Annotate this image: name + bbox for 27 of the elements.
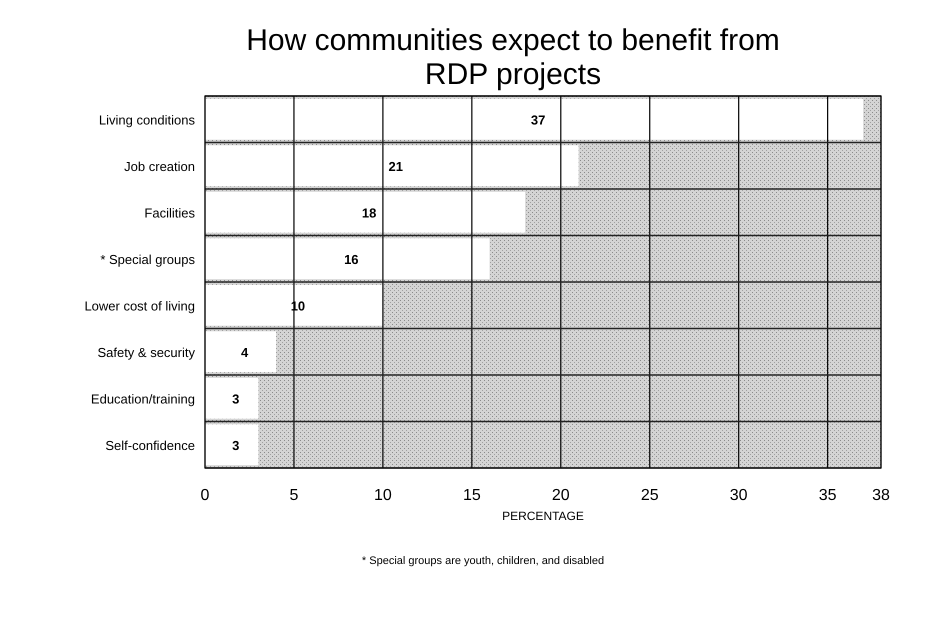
y-tick-label: Lower cost of living [84, 298, 195, 314]
y-tick-label: Self-confidence [105, 438, 195, 453]
x-tick-label: 15 [462, 487, 481, 504]
data-label: 3 [232, 438, 240, 453]
y-tick-label: Education/training [90, 391, 195, 406]
x-tick-label: 35 [818, 487, 837, 504]
x-tick-label: 25 [640, 487, 659, 504]
data-label: 21 [388, 158, 404, 174]
y-tick-label: Safety & security [97, 344, 196, 360]
y-tick-label: Living conditions [98, 112, 196, 128]
data-label: 18 [362, 205, 376, 220]
x-tick-label: 38 [872, 487, 890, 504]
y-tick-label: Facilities [144, 205, 196, 220]
data-label: 4 [240, 344, 249, 360]
text: * Special groups are youth, children, and disabled [362, 555, 604, 567]
x-tick-label: 30 [730, 487, 748, 504]
y-tick-label: * Special groups [100, 252, 196, 267]
x-axis-title: PERCENTAGE [502, 509, 584, 523]
data-label: 16 [344, 252, 359, 267]
x-tick-label: 5 [289, 487, 298, 504]
x-tick-label: 20 [552, 487, 570, 504]
x-tick-label: 0 [200, 487, 210, 504]
chart-title: How communities expect to benefit from RDP projects [246, 24, 780, 91]
data-label: 37 [530, 112, 546, 128]
y-tick-label: Job creation [124, 158, 195, 174]
data-label: 3 [232, 391, 240, 406]
x-tick-label: 10 [374, 487, 392, 504]
